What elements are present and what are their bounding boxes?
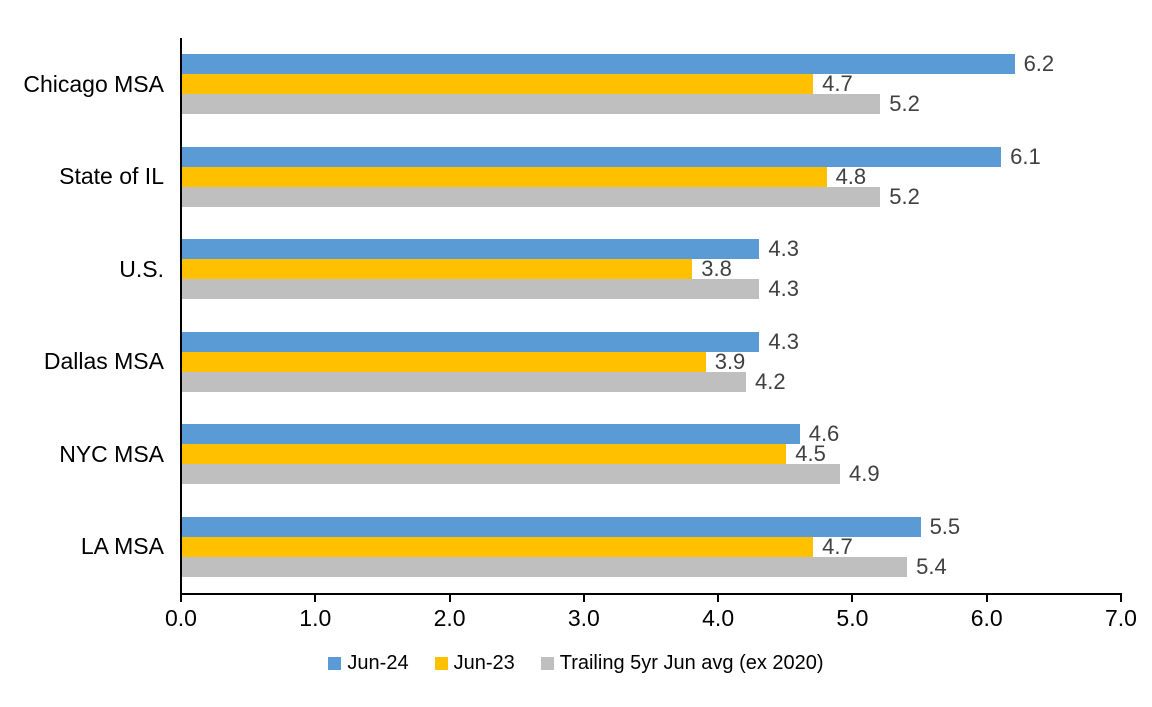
bar-row: 5.2 xyxy=(182,183,1122,209)
bar-row: 6.2 xyxy=(182,51,1122,77)
x-tick-label: 1.0 xyxy=(299,605,332,631)
bar-group-dallas-msa: 4.3 3.9 4.2 xyxy=(182,316,1122,409)
bar-trailing-5yr-jun-avg-ex-2020-state-of-il xyxy=(182,186,881,207)
value-label: 4.6 xyxy=(808,421,840,447)
bar-group-u-s: 4.3 3.8 4.3 xyxy=(182,223,1122,316)
value-label: 4.2 xyxy=(755,368,786,394)
legend-swatch-icon xyxy=(540,656,554,670)
bar-trailing-5yr-jun-avg-ex-2020-la-msa xyxy=(182,556,908,577)
x-tick-mark xyxy=(582,595,585,602)
value-label: 3.8 xyxy=(701,256,732,282)
value-label: 5.2 xyxy=(889,91,920,117)
category-label-nyc-msa: NYC MSA xyxy=(59,440,164,467)
legend-item-jun-23: Jun-23 xyxy=(434,651,515,675)
bar-row: 4.3 xyxy=(182,236,1122,262)
bar-group-state-of-il: 6.1 4.8 5.2 xyxy=(182,131,1122,224)
bar-row: 4.7 xyxy=(182,71,1122,97)
bar-jun-23-u-s xyxy=(182,259,693,280)
value-label: 4.3 xyxy=(768,236,800,262)
legend-label: Jun-23 xyxy=(453,651,515,674)
category-label-state-of-il: State of IL xyxy=(59,163,164,190)
value-label: 4.7 xyxy=(822,71,853,97)
plot-area: 6.2 4.7 5.2 6.1 4.8 5.2 4.3 3.8 4.3 4.3 3.9 4.2 4.6 4… xyxy=(180,38,1122,595)
value-label: 5.5 xyxy=(929,513,961,539)
bar-jun-24-la-msa xyxy=(182,516,921,537)
bar-row: 4.9 xyxy=(182,461,1122,487)
value-label: 4.3 xyxy=(768,276,800,302)
value-label: 4.3 xyxy=(768,328,800,354)
bar-row: 3.8 xyxy=(182,256,1122,282)
legend-item-trailing-5yr-jun-avg-ex-2020: Trailing 5yr Jun avg (ex 2020) xyxy=(540,651,824,675)
bar-row: 4.8 xyxy=(182,163,1122,189)
x-tick-mark xyxy=(985,595,988,602)
value-label: 4.7 xyxy=(822,533,853,559)
bar-jun-24-u-s xyxy=(182,239,760,260)
x-tick-label: 5.0 xyxy=(836,605,869,631)
x-tick-label: 4.0 xyxy=(702,605,735,631)
category-label-dallas-msa: Dallas MSA xyxy=(43,348,164,375)
bar-group-chicago-msa: 6.2 4.7 5.2 xyxy=(182,38,1122,131)
x-tick-label: 7.0 xyxy=(1105,605,1137,631)
bar-group-la-msa: 5.5 4.7 5.4 xyxy=(182,501,1122,594)
x-tick-mark xyxy=(1120,595,1122,602)
bar-row: 4.3 xyxy=(182,276,1122,302)
bar-trailing-5yr-jun-avg-ex-2020-u-s xyxy=(182,279,760,300)
x-tick-mark xyxy=(314,595,317,602)
bar-row: 4.7 xyxy=(182,533,1122,559)
legend-swatch-icon xyxy=(434,656,448,670)
bar-jun-23-state-of-il xyxy=(182,166,827,187)
x-tick-label: 0.0 xyxy=(165,605,197,631)
category-label-u-s: U.S. xyxy=(119,255,164,282)
value-label: 3.9 xyxy=(714,348,746,374)
x-tick-label: 3.0 xyxy=(567,605,600,631)
x-tick-mark xyxy=(448,595,451,602)
bar-jun-23-nyc-msa xyxy=(182,444,787,465)
value-label: 5.4 xyxy=(916,553,947,579)
value-label: 4.8 xyxy=(835,163,867,189)
category-label-la-msa: LA MSA xyxy=(80,533,164,560)
bar-trailing-5yr-jun-avg-ex-2020-dallas-msa xyxy=(182,371,746,392)
bar-group-nyc-msa: 4.6 4.5 4.9 xyxy=(182,408,1122,501)
x-tick-mark xyxy=(717,595,720,602)
legend-swatch-icon xyxy=(328,656,342,670)
legend-label: Jun-24 xyxy=(347,651,409,674)
legend-label: Trailing 5yr Jun avg (ex 2020) xyxy=(559,651,824,674)
bar-jun-24-dallas-msa xyxy=(182,331,760,352)
x-tick-label: 2.0 xyxy=(433,605,466,631)
bar-jun-24-state-of-il xyxy=(182,146,1002,167)
value-label: 6.1 xyxy=(1010,143,1041,169)
bar-row: 3.9 xyxy=(182,348,1122,374)
value-label: 6.2 xyxy=(1023,51,1055,77)
legend: Jun-24 Jun-23 Trailing 5yr Jun avg (ex 202… xyxy=(0,650,1152,676)
x-tick-label: 6.0 xyxy=(970,605,1003,631)
x-axis: 0.0 1.0 2.0 3.0 4.0 5.0 6.0 7.0 xyxy=(165,593,1137,641)
bar-trailing-5yr-jun-avg-ex-2020-chicago-msa xyxy=(182,94,881,115)
bar-row: 6.1 xyxy=(182,143,1122,169)
bar-jun-23-chicago-msa xyxy=(182,74,814,95)
bar-jun-24-nyc-msa xyxy=(182,424,800,445)
bar-row: 5.4 xyxy=(182,553,1122,579)
bar-row: 5.5 xyxy=(182,513,1122,539)
x-tick-mark xyxy=(851,595,854,602)
legend-item-jun-24: Jun-24 xyxy=(328,651,409,675)
bar-row: 4.2 xyxy=(182,368,1122,394)
category-label-chicago-msa: Chicago MSA xyxy=(23,70,164,97)
bar-row: 5.2 xyxy=(182,91,1122,117)
bar-trailing-5yr-jun-avg-ex-2020-nyc-msa xyxy=(182,464,840,485)
x-tick-mark xyxy=(180,595,182,602)
bar-jun-24-chicago-msa xyxy=(182,54,1015,75)
value-label: 4.9 xyxy=(849,461,880,487)
value-label: 5.2 xyxy=(889,183,920,209)
bar-jun-23-la-msa xyxy=(182,536,814,557)
bar-jun-23-dallas-msa xyxy=(182,351,706,372)
bar-row: 4.6 xyxy=(182,421,1122,447)
value-label: 4.5 xyxy=(795,441,826,467)
bar-row: 4.3 xyxy=(182,328,1122,354)
bar-row: 4.5 xyxy=(182,441,1122,467)
